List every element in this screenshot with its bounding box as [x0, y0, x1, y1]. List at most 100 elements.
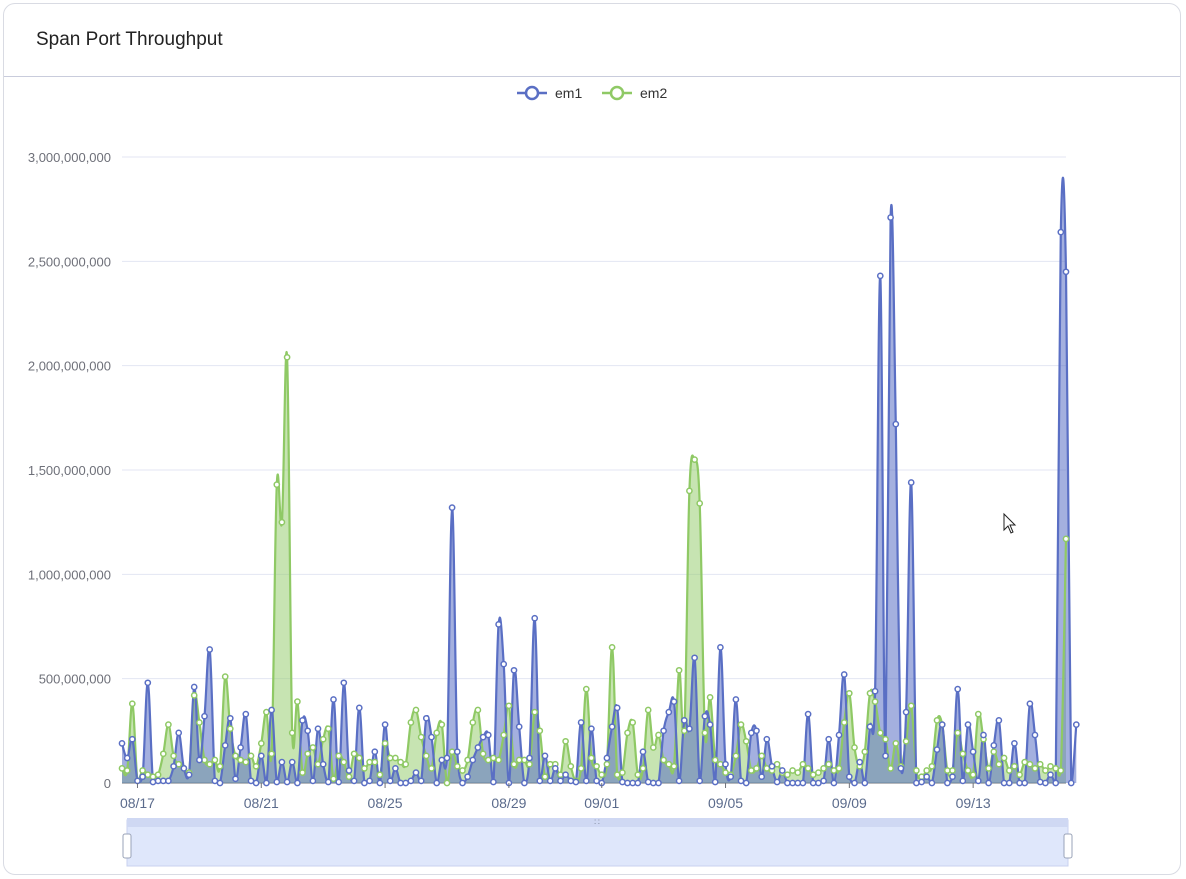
data-point-em1[interactable]: [453, 748, 461, 756]
data-point-em1[interactable]: [557, 777, 564, 785]
data-point-em2[interactable]: [144, 771, 152, 779]
data-point-em2[interactable]: [335, 752, 343, 760]
data-point-em1[interactable]: [1067, 779, 1075, 787]
data-point-em1[interactable]: [185, 771, 193, 779]
data-point-em1[interactable]: [866, 723, 874, 731]
data-point-em1[interactable]: [634, 779, 642, 787]
data-point-em1[interactable]: [319, 760, 327, 768]
data-point-em1[interactable]: [428, 733, 435, 741]
data-point-em1[interactable]: [1011, 740, 1018, 747]
data-point-em1[interactable]: [510, 666, 518, 674]
data-point-em1[interactable]: [407, 777, 415, 785]
data-point-em1[interactable]: [938, 721, 946, 728]
data-point-em2[interactable]: [619, 769, 626, 776]
data-point-em1[interactable]: [469, 756, 477, 764]
data-point-em2[interactable]: [747, 767, 755, 774]
data-point-em1[interactable]: [655, 779, 662, 787]
data-point-em2[interactable]: [278, 518, 286, 526]
data-point-em1[interactable]: [969, 748, 977, 756]
data-point-em1[interactable]: [448, 504, 456, 511]
data-point-em2[interactable]: [1036, 760, 1044, 768]
data-point-em1[interactable]: [613, 704, 621, 712]
data-point-em1[interactable]: [949, 773, 956, 781]
data-point-em2[interactable]: [412, 706, 420, 714]
data-point-em1[interactable]: [799, 779, 807, 787]
data-point-em1[interactable]: [742, 779, 750, 787]
data-point-em1[interactable]: [680, 717, 688, 724]
data-point-em1[interactable]: [484, 731, 492, 739]
data-point-em1[interactable]: [459, 779, 466, 787]
data-point-em2[interactable]: [928, 762, 936, 770]
data-point-em1[interactable]: [355, 704, 363, 712]
data-point-em2[interactable]: [629, 719, 637, 726]
data-point-em1[interactable]: [118, 740, 126, 747]
data-point-em2[interactable]: [536, 727, 544, 735]
data-point-em1[interactable]: [500, 660, 508, 668]
data-point-em2[interactable]: [871, 698, 879, 705]
data-point-em2[interactable]: [784, 771, 791, 779]
data-point-em2[interactable]: [304, 750, 312, 758]
data-point-em1[interactable]: [180, 765, 188, 772]
data-point-em1[interactable]: [386, 777, 394, 785]
data-point-em1[interactable]: [608, 723, 616, 731]
data-point-em2[interactable]: [711, 756, 719, 764]
data-point-em1[interactable]: [175, 729, 183, 737]
data-point-em2[interactable]: [154, 771, 162, 779]
data-point-em2[interactable]: [526, 760, 533, 768]
data-point-em2[interactable]: [655, 731, 662, 739]
data-point-em2[interactable]: [582, 685, 590, 693]
data-point-em2[interactable]: [845, 689, 853, 697]
data-point-em1[interactable]: [495, 621, 502, 628]
data-point-em1[interactable]: [273, 778, 281, 786]
data-point-em1[interactable]: [845, 773, 853, 781]
data-point-em1[interactable]: [784, 779, 791, 787]
data-point-em1[interactable]: [892, 420, 900, 428]
data-point-em2[interactable]: [190, 692, 198, 699]
data-point-em1[interactable]: [335, 778, 343, 786]
data-point-em2[interactable]: [686, 487, 693, 495]
data-point-em2[interactable]: [407, 719, 415, 726]
data-point-em1[interactable]: [1047, 771, 1054, 779]
data-point-em1[interactable]: [660, 727, 667, 735]
data-point-em2[interactable]: [232, 752, 239, 760]
data-point-em2[interactable]: [902, 737, 910, 745]
data-point-em2[interactable]: [299, 769, 306, 776]
data-point-em1[interactable]: [665, 708, 673, 716]
data-point-em1[interactable]: [268, 706, 275, 714]
data-point-em1[interactable]: [299, 717, 306, 724]
data-point-em2[interactable]: [964, 767, 972, 774]
data-point-em2[interactable]: [252, 762, 260, 770]
data-point-em2[interactable]: [732, 752, 740, 760]
data-point-em2[interactable]: [1026, 760, 1034, 768]
data-point-em2[interactable]: [453, 762, 461, 770]
data-point-em1[interactable]: [675, 777, 683, 785]
data-point-em1[interactable]: [1057, 228, 1065, 236]
data-point-em1[interactable]: [1005, 779, 1013, 787]
data-point-em2[interactable]: [1016, 771, 1023, 779]
data-point-em1[interactable]: [165, 777, 172, 785]
data-point-em2[interactable]: [804, 765, 812, 772]
data-point-em2[interactable]: [665, 760, 673, 768]
data-point-em1[interactable]: [954, 685, 962, 693]
data-point-em2[interactable]: [851, 744, 858, 751]
data-point-em1[interactable]: [825, 735, 833, 743]
data-point-em2[interactable]: [588, 754, 595, 762]
data-point-em1[interactable]: [1000, 779, 1008, 787]
data-point-em2[interactable]: [753, 765, 760, 772]
data-point-em2[interactable]: [820, 765, 827, 772]
data-point-em2[interactable]: [758, 752, 766, 760]
data-point-em1[interactable]: [995, 717, 1003, 724]
data-point-em1[interactable]: [376, 779, 384, 787]
data-point-em1[interactable]: [201, 712, 208, 720]
data-point-em1[interactable]: [603, 754, 611, 762]
data-point-em2[interactable]: [722, 769, 729, 776]
data-point-em1[interactable]: [577, 719, 585, 726]
data-point-em1[interactable]: [686, 725, 693, 733]
data-point-em2[interactable]: [861, 748, 869, 756]
data-point-em1[interactable]: [350, 777, 358, 785]
data-point-em2[interactable]: [696, 500, 704, 507]
data-point-em2[interactable]: [959, 750, 967, 758]
data-point-em1[interactable]: [737, 777, 745, 785]
data-point-em2[interactable]: [500, 731, 508, 739]
data-point-em1[interactable]: [149, 778, 157, 786]
